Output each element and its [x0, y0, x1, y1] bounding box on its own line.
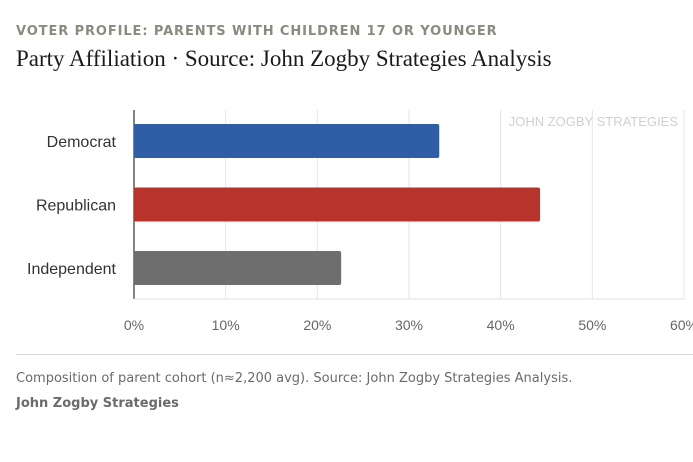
- x-tick-label: 30%: [395, 317, 423, 333]
- chart-caption: Composition of parent cohort (n≈2,200 av…: [16, 371, 573, 386]
- x-tick-label: 10%: [212, 317, 240, 333]
- chart-kicker: VOTER PROFILE: PARENTS WITH CHILDREN 17 …: [16, 24, 498, 39]
- x-tick-label: 0%: [124, 317, 144, 333]
- bars: [134, 124, 541, 285]
- x-tick-label: 60%: [670, 317, 693, 333]
- watermark: JOHN ZOGBY STRATEGIES: [509, 114, 679, 129]
- category-label: Independent: [27, 261, 117, 278]
- divider: [16, 354, 693, 355]
- category-label: Republican: [36, 198, 116, 215]
- x-tick-label: 40%: [487, 317, 515, 333]
- bar-democrat: [134, 124, 440, 158]
- category-labels: Democrat Republican Independent: [27, 134, 117, 278]
- x-tick-label: 50%: [578, 317, 606, 333]
- chart-title: Party Affiliation · Source: John Zogby S…: [16, 46, 552, 71]
- x-tick-label: 20%: [303, 317, 331, 333]
- tick-labels: 0% 10% 20% 30% 40% 50% 60%: [124, 317, 693, 333]
- chart-source: John Zogby Strategies: [16, 396, 179, 411]
- category-label: Democrat: [47, 134, 117, 151]
- bar-independent: [134, 251, 342, 285]
- bar-republican: [134, 187, 541, 222]
- bar-chart: JOHN ZOGBY STRATEGIES Democrat Republican…: [27, 110, 693, 333]
